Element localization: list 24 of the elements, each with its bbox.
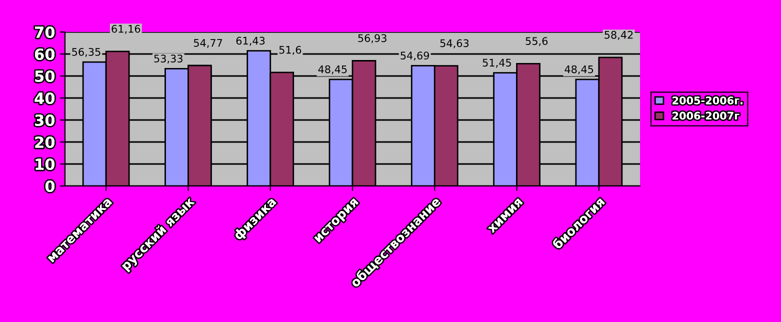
y-tick-label: 20 — [35, 136, 55, 148]
y-tick-label: 30 — [35, 114, 55, 126]
y-tick-label: 60 — [34, 48, 55, 60]
y-tick-label: 70 — [35, 26, 55, 38]
data-label: 51,45 — [482, 58, 511, 68]
data-label: 54,63 — [440, 39, 469, 48]
data-label: 55,6 — [526, 37, 548, 46]
y-tick-label: 40 — [34, 92, 55, 104]
data-label: 61,16 — [112, 24, 140, 34]
data-label: 48,45 — [564, 65, 594, 74]
data-label: 48,45 — [318, 65, 347, 74]
legend-label: 2005-2006г. — [672, 96, 742, 104]
legend-label: 2006-2007г — [672, 112, 740, 120]
data-label: 51,6 — [279, 46, 302, 55]
data-label: 54,77 — [194, 39, 222, 48]
data-label: 56,35 — [72, 48, 100, 57]
y-tick-label: 10 — [36, 158, 55, 170]
data-label: 54,69 — [400, 52, 429, 61]
y-tick-label: 50 — [35, 70, 55, 82]
data-label: 53,33 — [154, 54, 182, 64]
data-label: 58,42 — [604, 30, 633, 40]
y-tick-label: 0 — [45, 180, 55, 192]
data-label: 61,43 — [236, 36, 265, 46]
data-label: 56,93 — [358, 34, 386, 44]
